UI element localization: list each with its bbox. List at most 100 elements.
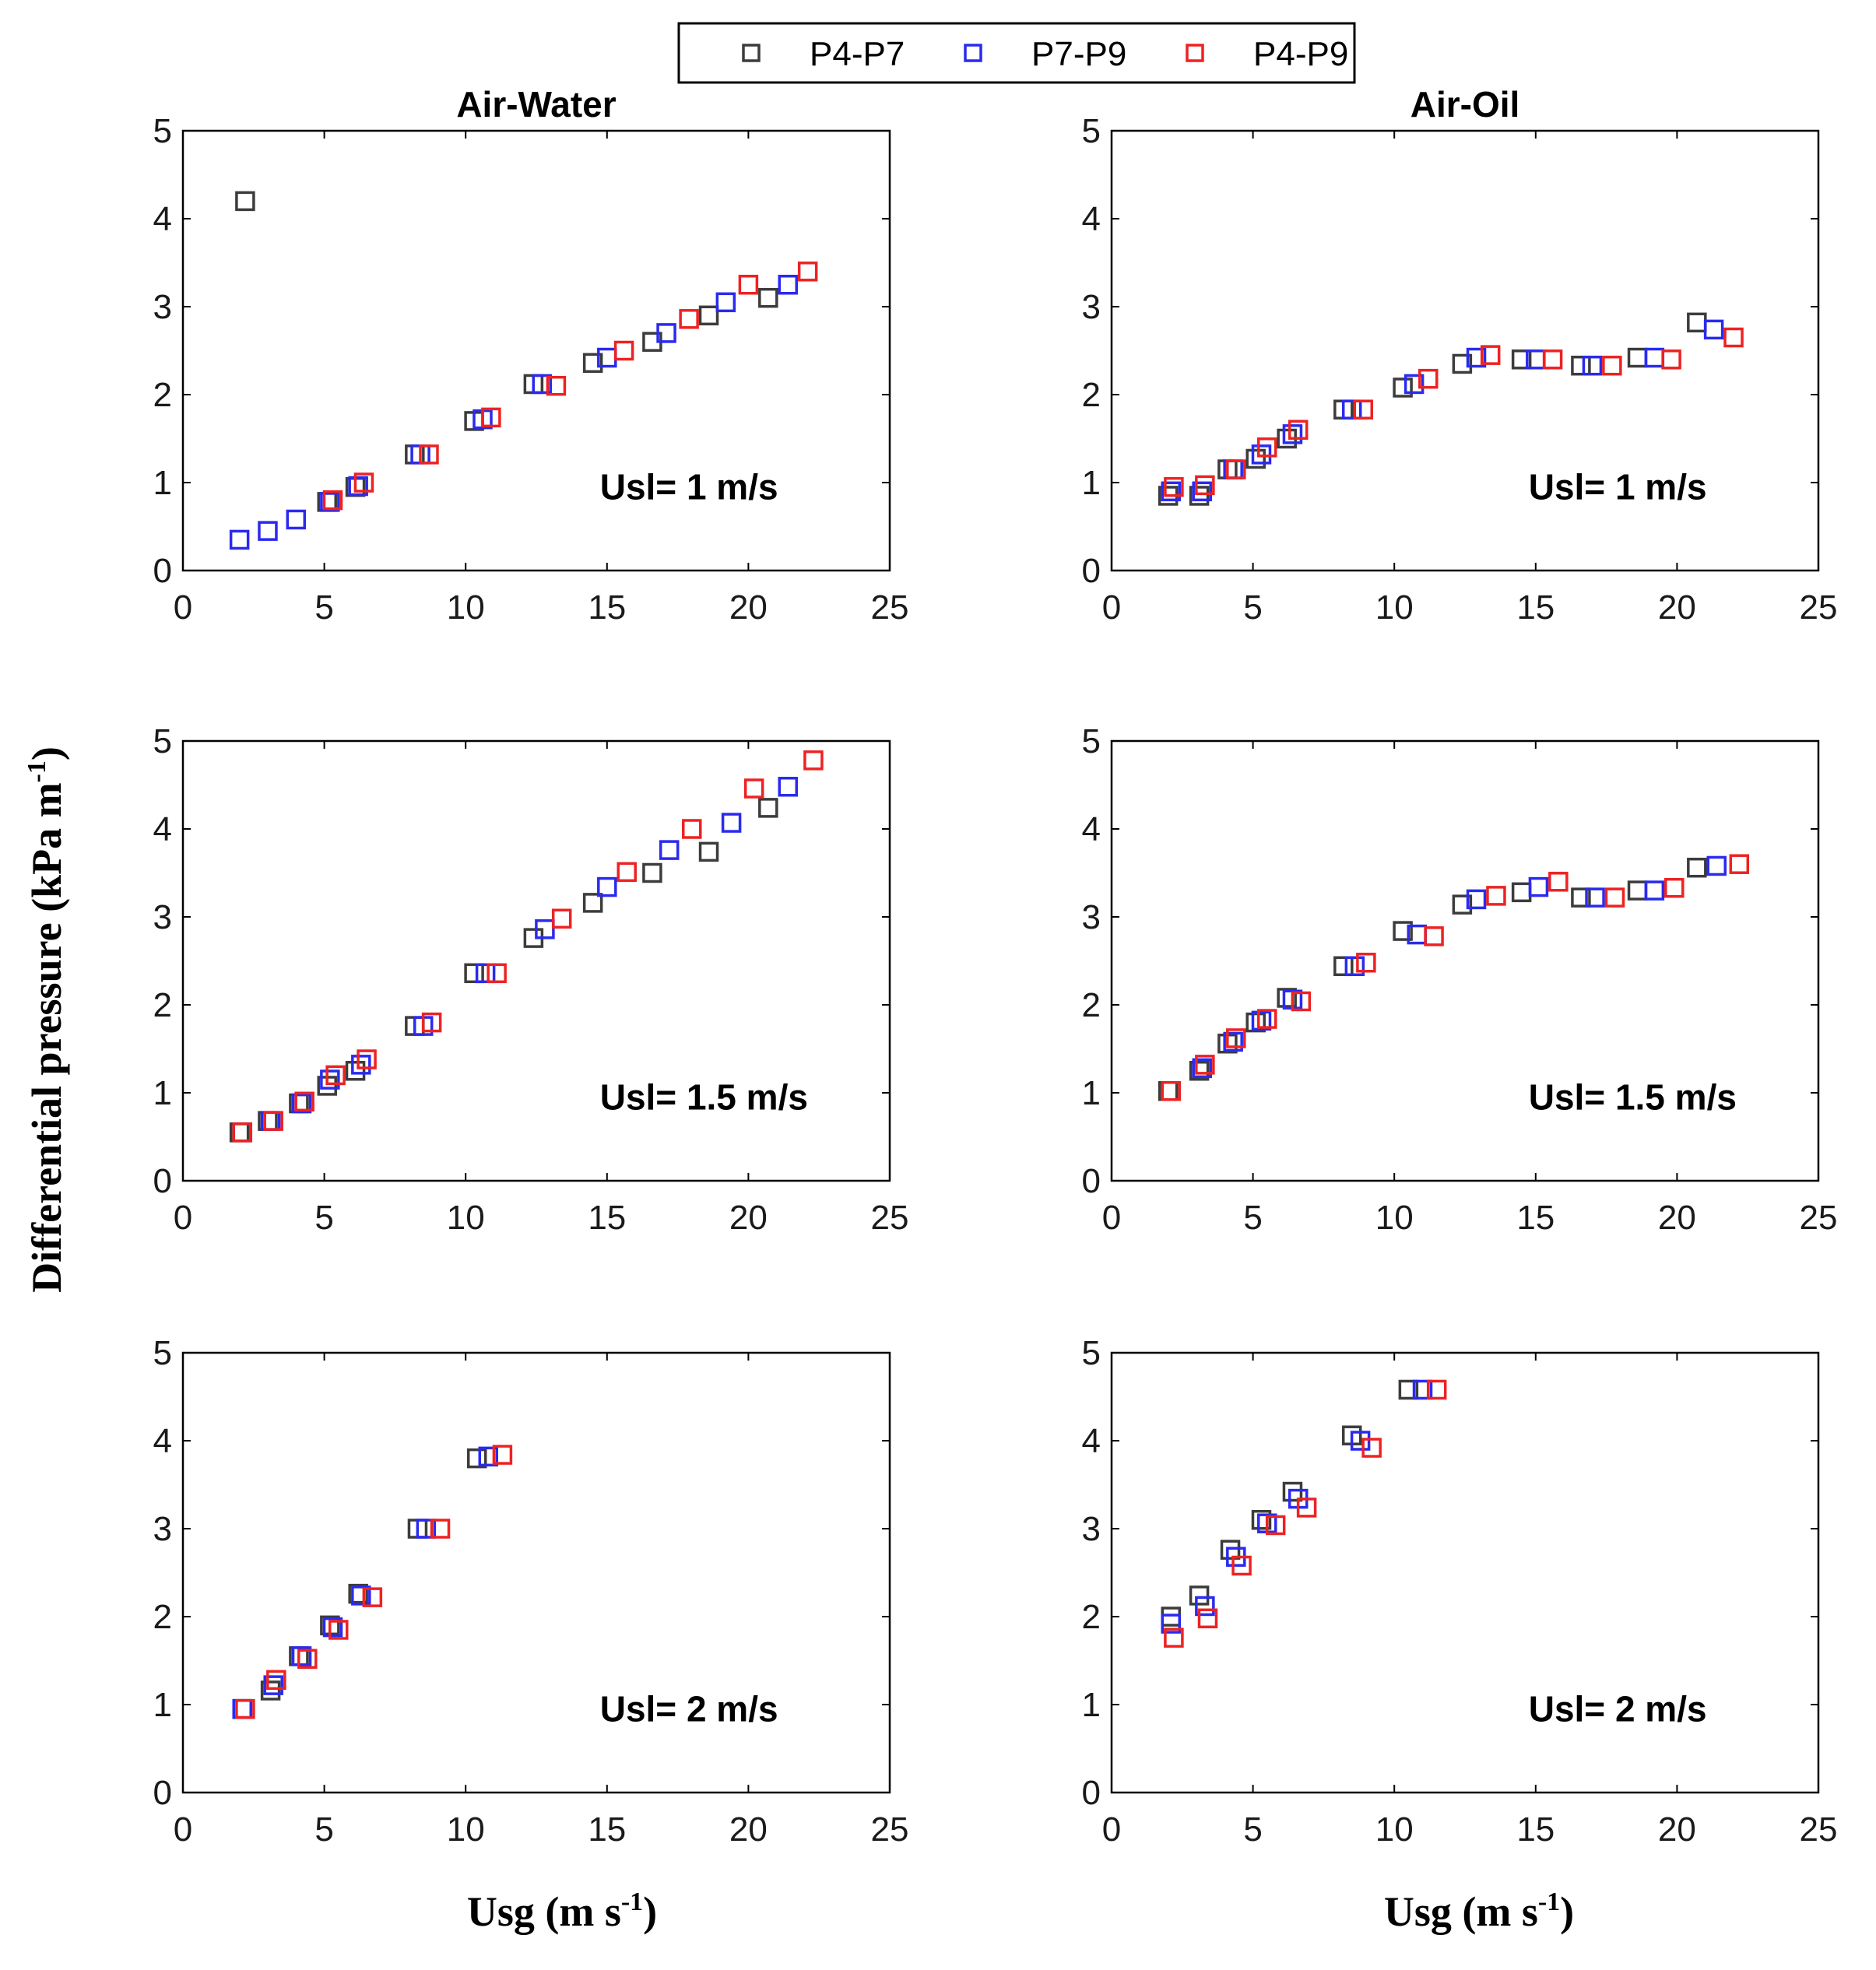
x-tick-label: 10 xyxy=(447,1199,485,1237)
y-tick-label: 3 xyxy=(1082,288,1101,326)
data-point-p4-p7 xyxy=(466,1448,487,1469)
legend-entry-p4-p9: P4-P9 xyxy=(1186,35,1348,73)
y-tick-label: 5 xyxy=(153,1334,172,1372)
panel-air-oil-usl-2-m-s: 0 5 10 15 20 25 0 1 2 3 4 5 Usl= 2 m/s xyxy=(1082,1334,1838,1849)
x-tick-label: 15 xyxy=(1516,588,1555,627)
data-point-p7-p9 xyxy=(656,323,676,343)
x-tick-label: 0 xyxy=(174,1199,192,1237)
y-tick-label: 0 xyxy=(1082,1162,1101,1200)
y-tick-label: 1 xyxy=(1082,1686,1101,1724)
usl-annotation: Usl= 1.5 m/s xyxy=(600,1076,808,1117)
data-point-p4-p9 xyxy=(743,778,764,799)
data-point-p4-p7 xyxy=(1627,347,1648,368)
data-point-p4-p9 xyxy=(1729,854,1750,874)
legend-entry-p4-p7: P4-P7 xyxy=(742,35,905,73)
series-p7-p9 xyxy=(1161,855,1727,1101)
x-tick-label: 25 xyxy=(1800,588,1838,627)
data-point-p4-p9 xyxy=(232,1122,253,1143)
data-point-p7-p9 xyxy=(320,1069,340,1090)
data-point-p4-p7 xyxy=(758,798,778,818)
data-point-p4-p7 xyxy=(1333,956,1354,977)
x-axis-label-right: Usg (m s-1) xyxy=(1384,1887,1574,1935)
series-p4-p9 xyxy=(1164,1379,1447,1648)
y-tick-label: 0 xyxy=(153,552,172,590)
legend-entry-p7-p9: P7-P9 xyxy=(964,35,1126,73)
plot-frame xyxy=(181,1351,891,1794)
legend-marker-p4-p7 xyxy=(742,44,761,62)
y-tick-label: 2 xyxy=(153,376,172,414)
series-p4-p9 xyxy=(235,1445,513,1719)
data-point-p4-p9 xyxy=(1602,355,1622,376)
y-tick-label: 0 xyxy=(1082,1774,1101,1812)
data-point-p4-p7 xyxy=(698,305,719,326)
y-tick-label: 3 xyxy=(153,288,172,326)
data-point-p7-p9 xyxy=(1644,347,1665,368)
data-point-p4-p9 xyxy=(1418,368,1439,389)
data-point-p7-p9 xyxy=(1344,956,1365,977)
y-tick-label: 2 xyxy=(1082,1598,1101,1636)
series-p4-p9 xyxy=(1164,327,1744,497)
usl-annotation: Usl= 1.5 m/s xyxy=(1529,1076,1737,1117)
data-point-p4-p9 xyxy=(1291,991,1312,1012)
plot-frame xyxy=(181,739,891,1182)
data-point-p4-p7 xyxy=(1393,921,1413,941)
x-tick-label: 15 xyxy=(588,1199,626,1237)
data-point-p4-p9 xyxy=(1486,886,1506,906)
data-point-p4-p9 xyxy=(1542,349,1563,370)
y-tick-label: 1 xyxy=(153,464,172,502)
panel-air-oil-usl-1-5-m-s: 0 5 10 15 20 25 0 1 2 3 4 5 Usl= 1.5 m/s xyxy=(1082,722,1838,1237)
usl-annotation: Usl= 1 m/s xyxy=(1529,466,1707,507)
data-point-p4-p9 xyxy=(1723,327,1744,348)
data-point-p7-p9 xyxy=(1161,481,1182,502)
data-point-p4-p7 xyxy=(642,862,662,883)
y-tick-label: 3 xyxy=(153,898,172,936)
data-point-p4-p9 xyxy=(322,490,343,511)
data-point-p7-p9 xyxy=(351,1055,371,1075)
series-p4-p9 xyxy=(232,750,824,1143)
data-point-p7-p9 xyxy=(1582,355,1603,376)
x-tick-label: 5 xyxy=(314,1810,333,1849)
data-point-p7-p9 xyxy=(532,374,553,395)
x-tick-label: 15 xyxy=(588,588,626,627)
data-point-p4-p9 xyxy=(357,1049,377,1069)
data-point-p4-p7 xyxy=(1452,894,1473,915)
legend-marker-p7-p9 xyxy=(964,44,982,62)
y-tick-label: 1 xyxy=(153,1686,172,1724)
y-tick-label: 2 xyxy=(1082,986,1101,1024)
y-axis-label-close: ) xyxy=(23,746,70,760)
data-point-p4-p9 xyxy=(1231,1555,1252,1576)
data-point-p4-p9 xyxy=(1480,345,1501,365)
data-point-p7-p9 xyxy=(1192,481,1212,502)
y-tick-label: 0 xyxy=(1082,552,1101,590)
x-tick-label: 0 xyxy=(1102,588,1121,627)
data-point-p4-p7 xyxy=(1220,1540,1241,1560)
data-point-p4-p9 xyxy=(679,309,699,329)
y-axis-label: Differential pressure (kPa m-1) xyxy=(23,746,70,1293)
y-axis-label-text: Differential pressure (kPa m xyxy=(23,782,70,1292)
data-point-p4-p9 xyxy=(797,262,818,282)
data-point-p4-p9 xyxy=(1664,877,1685,898)
data-point-p7-p9 xyxy=(1341,399,1362,420)
x-tick-label: 25 xyxy=(871,588,909,627)
data-point-p4-p9 xyxy=(1226,1028,1246,1048)
x-tick-label: 5 xyxy=(314,1199,333,1237)
plot-frame xyxy=(1110,129,1820,572)
data-point-p4-p9 xyxy=(682,819,702,839)
x-tick-label: 15 xyxy=(588,1810,626,1849)
data-point-p7-p9 xyxy=(1466,889,1487,910)
data-point-p4-p7 xyxy=(1161,1607,1182,1627)
x-tick-label: 20 xyxy=(729,1199,768,1237)
data-point-p7-p9 xyxy=(322,1617,343,1638)
y-tick-label: 5 xyxy=(153,722,172,760)
data-point-p4-p7 xyxy=(1277,988,1297,1008)
data-point-p7-p9 xyxy=(1192,1058,1212,1079)
data-point-p4-p9 xyxy=(1426,1379,1447,1400)
x-tick-label: 5 xyxy=(1243,1199,1262,1237)
data-point-p4-p9 xyxy=(362,1587,383,1607)
y-tick-label: 4 xyxy=(153,200,172,238)
data-point-p7-p9 xyxy=(1703,319,1724,340)
y-tick-label: 2 xyxy=(153,1598,172,1636)
data-point-p7-p9 xyxy=(351,1585,371,1606)
data-point-p4-p9 xyxy=(738,275,759,295)
data-point-p7-p9 xyxy=(263,1675,283,1695)
